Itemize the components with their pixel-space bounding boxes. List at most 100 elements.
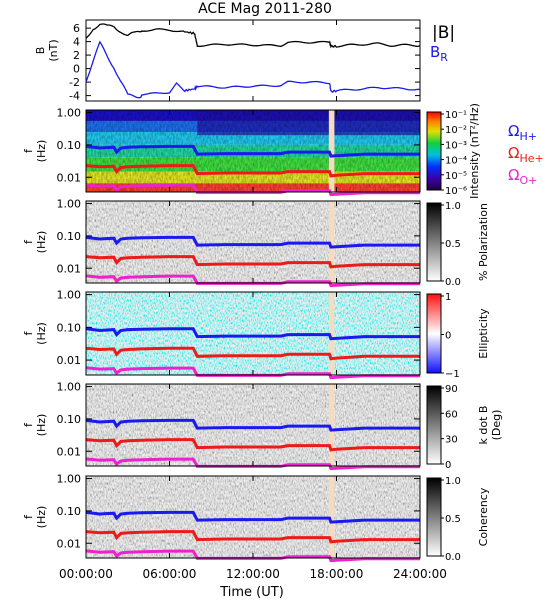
gyrofrequency-line-he-plus: [85, 255, 420, 269]
y-tick-label: 1.00: [57, 198, 82, 211]
y-tick-label: -2: [69, 76, 80, 89]
colorbar: [426, 293, 442, 374]
figure-title: ACE Mag 2011-280: [198, 1, 332, 17]
spectrogram-panel-wave-normal-angle: 1.00 0.10 0.01 f (Hz) 90 60 30 0 k dot B (Deg): [22, 381, 503, 471]
spectrogram-panel-coherency: 1.00 0.10 0.01 f (Hz) 1.0 0.5 0.0 Coherency: [22, 473, 490, 563]
colorbar-tick-label: 10⁻¹: [445, 110, 467, 121]
y-axis-title: f: [22, 330, 35, 335]
x-tick-label: 18:00:00: [310, 567, 364, 581]
data-gap-bar: [328, 292, 335, 375]
y-tick-label: 0.01: [57, 262, 82, 275]
gyrofrequency-line-h-plus: [85, 510, 420, 524]
colorbar-label: Coherency: [477, 487, 490, 546]
colorbar-label: k dot B: [477, 406, 490, 445]
y-axis-unit: (Hz): [35, 322, 48, 345]
x-tick-label: 24:00:00: [393, 567, 447, 581]
colorbar-tick-label: 0.0: [445, 277, 461, 288]
colorbar-label: Intensity (nT²/Hz): [468, 103, 481, 199]
colorbar-tick-label: 1.0: [445, 476, 461, 487]
x-tick-label: 06:00:00: [143, 567, 197, 581]
gyrofrequency-line-h-plus: [85, 235, 420, 249]
y-tick-label: 6: [73, 22, 80, 35]
y-tick-label: 0.10: [57, 413, 82, 426]
y-tick-label: 0.10: [57, 230, 82, 243]
y-axis-title: f: [22, 148, 35, 153]
colorbar-tick-label: 0.0: [445, 552, 461, 563]
series-line-b-total: [85, 23, 421, 49]
y-axis-unit: (Hz): [35, 506, 48, 529]
colorbar: [426, 111, 442, 191]
psd-texture: [86, 110, 420, 192]
b-field-plot-frame: [85, 19, 421, 102]
colorbar: [426, 202, 442, 282]
y-axis-unit: (Hz): [35, 140, 48, 163]
y-tick-label: 1.00: [57, 289, 82, 302]
colorbar-tick-label: 1.0: [445, 201, 461, 212]
colorbar-tick-label: 10⁻²: [445, 125, 467, 136]
gyrofrequency-line-he-plus: [85, 438, 420, 452]
legend-b-radial: BR: [430, 43, 448, 64]
colorbar-tick-label: 0: [445, 460, 451, 471]
y-tick-label: 0.10: [57, 505, 82, 518]
gyrofrequency-line-h-plus: [85, 144, 420, 158]
colorbar-label: % Polarization: [477, 203, 490, 281]
ellipticity-texture: [86, 292, 420, 375]
y-tick-label: 0.01: [57, 445, 82, 458]
colorbar-tick-label: 1: [445, 292, 451, 303]
spectrogram-panel-polarization: 1.00 0.10 0.01 f (Hz) 1.0 0.5 0.0 % Polarization: [22, 198, 490, 288]
colorbar-tick-label: 0.5: [445, 514, 461, 525]
colorbar-tick-label: −1: [445, 369, 460, 380]
b-field-ylabel-group: B (nT): [34, 39, 60, 61]
y-tick-label: -4: [69, 90, 80, 103]
y-tick-label: 2: [73, 49, 80, 62]
data-gap-bar: [328, 476, 335, 558]
y-tick-label: 0: [73, 63, 80, 76]
gyrofrequency-line-h-plus: [85, 327, 420, 341]
y-axis-unit: (nT): [47, 39, 60, 61]
colorbar-tick-label: 30: [445, 435, 458, 446]
y-tick-label: 1.00: [57, 381, 82, 394]
y-tick-label: 1.00: [57, 107, 82, 120]
y-tick-label: 4: [73, 36, 80, 49]
gyrofrequency-legend-h-plus: ΩH+: [508, 122, 537, 143]
colorbar-tick-label: 60: [445, 409, 458, 420]
colorbar-tick-label: 0: [445, 331, 451, 342]
gyrofrequency-line-h-plus: [85, 418, 420, 432]
x-axis-title: Time (UT): [219, 585, 284, 600]
y-tick-label: 1.00: [57, 473, 82, 486]
y-axis-title: B: [34, 47, 47, 55]
y-tick-label: 0.10: [57, 139, 82, 152]
colorbar: [426, 477, 442, 557]
spectrogram-panel-power-spectral-density: 1.00 0.10 0.01 f (Hz) 10⁻¹ 10⁻² 10⁻³ 10⁻⁴ 10⁻⁵ 10⁻…: [22, 103, 481, 199]
y-tick-label: 0.10: [57, 321, 82, 334]
data-gap-bar: [328, 384, 335, 466]
data-gap-bar: [328, 201, 335, 283]
gyrofrequency-line-he-plus: [85, 164, 420, 178]
y-axis-title: f: [22, 239, 35, 244]
gyrofrequency-legend-he-plus: ΩHe+: [508, 144, 544, 165]
series-line-b-radial: [85, 40, 421, 99]
colorbar-tick-label: 10⁻³: [445, 140, 467, 151]
grayscale-texture: [86, 476, 420, 558]
colorbar-tick-label: 10⁻⁵: [445, 171, 467, 182]
legend-b-total: |B|: [432, 23, 455, 43]
x-tick-label: 00:00:00: [59, 567, 113, 581]
gyrofrequency-line-he-plus: [85, 346, 420, 361]
colorbar-tick-label: 0.5: [445, 239, 461, 250]
y-axis-unit: (Hz): [35, 414, 48, 437]
colorbar-label: Ellipticity: [477, 308, 490, 359]
x-tick-label: 12:00:00: [226, 567, 280, 581]
y-tick-label: 0.01: [57, 171, 82, 184]
colorbar: [426, 385, 442, 465]
colorbar-tick-label: 10⁻⁶: [445, 186, 467, 197]
gyrofrequency-line-he-plus: [85, 530, 420, 544]
colorbar-label-unit: (Deg): [490, 410, 503, 441]
colorbar-tick-label: 90: [445, 384, 458, 395]
gyrofrequency-legend-o-plus: ΩO+: [508, 166, 537, 187]
grayscale-texture: [86, 384, 420, 466]
grayscale-texture: [86, 201, 420, 283]
y-axis-unit: (Hz): [35, 231, 48, 254]
y-axis-title: f: [22, 514, 35, 519]
y-axis-title: f: [22, 422, 35, 427]
y-tick-label: 0.01: [57, 537, 82, 550]
